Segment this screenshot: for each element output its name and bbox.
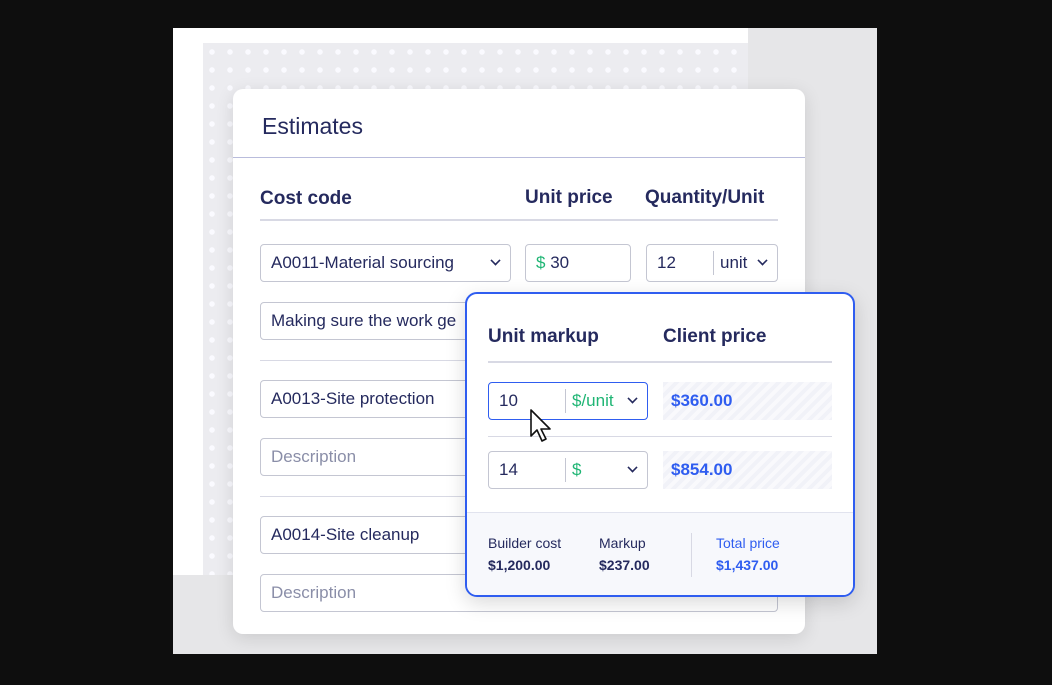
quantity-input[interactable]: 12 unit xyxy=(646,244,778,282)
currency-symbol: $ xyxy=(536,253,546,272)
unit-price-value: 30 xyxy=(550,253,570,272)
markup-input[interactable]: 14 $ xyxy=(488,451,648,489)
cursor-icon xyxy=(530,409,551,442)
cost-code-value: A0013-Site protection xyxy=(271,389,435,408)
chevron-down-icon xyxy=(627,393,638,404)
chevron-down-icon xyxy=(627,462,638,473)
description-placeholder: Description xyxy=(271,447,357,466)
header-quantity: Quantity/Unit xyxy=(645,187,765,208)
chevron-down-icon xyxy=(757,255,768,266)
page-title: Estimates xyxy=(262,113,363,139)
markup-value: 10 xyxy=(499,391,518,410)
summary-footer: Builder cost $1,200.00 Markup $237.00 To… xyxy=(467,512,853,595)
markup-popup: Unit markup Client price 10 $/unit $360.0… xyxy=(465,292,855,597)
cost-code-value: A0014-Site cleanup xyxy=(271,525,420,544)
divider xyxy=(260,219,778,221)
markup-input[interactable]: 10 $/unit xyxy=(488,382,648,420)
markup-type-select[interactable]: $/unit xyxy=(572,391,614,410)
client-price: $360.00 xyxy=(663,382,832,420)
total-price-label: Total price xyxy=(716,535,780,551)
description-value: Making sure the work ge xyxy=(271,311,457,330)
markup-total-value: $237.00 xyxy=(599,557,650,573)
header-cost-code: Cost code xyxy=(260,188,352,209)
chevron-down-icon xyxy=(490,255,501,266)
separator xyxy=(713,251,714,275)
header-unit-price: Unit price xyxy=(525,187,613,208)
total-price-value: $1,437.00 xyxy=(716,557,779,573)
divider xyxy=(488,361,832,363)
client-price: $854.00 xyxy=(663,451,832,489)
header-client-price: Client price xyxy=(663,326,767,347)
markup-value: 14 xyxy=(499,460,518,479)
markup-type-select[interactable]: $ xyxy=(572,460,582,479)
divider xyxy=(488,436,832,437)
separator xyxy=(565,458,566,482)
divider xyxy=(691,533,692,577)
cost-code-select[interactable]: A0011-Material sourcing xyxy=(260,244,511,282)
builder-cost-value: $1,200.00 xyxy=(488,557,551,573)
quantity-value: 12 xyxy=(657,253,676,272)
cost-code-value: A0011-Material sourcing xyxy=(271,253,454,272)
separator xyxy=(565,389,566,413)
markup-label: Markup xyxy=(599,535,646,551)
description-placeholder: Description xyxy=(271,583,357,602)
header-unit-markup: Unit markup xyxy=(488,326,599,347)
unit-price-input[interactable]: $ 30 xyxy=(525,244,631,282)
divider xyxy=(233,157,805,158)
builder-cost-label: Builder cost xyxy=(488,535,562,551)
unit-select[interactable]: unit xyxy=(720,253,748,272)
